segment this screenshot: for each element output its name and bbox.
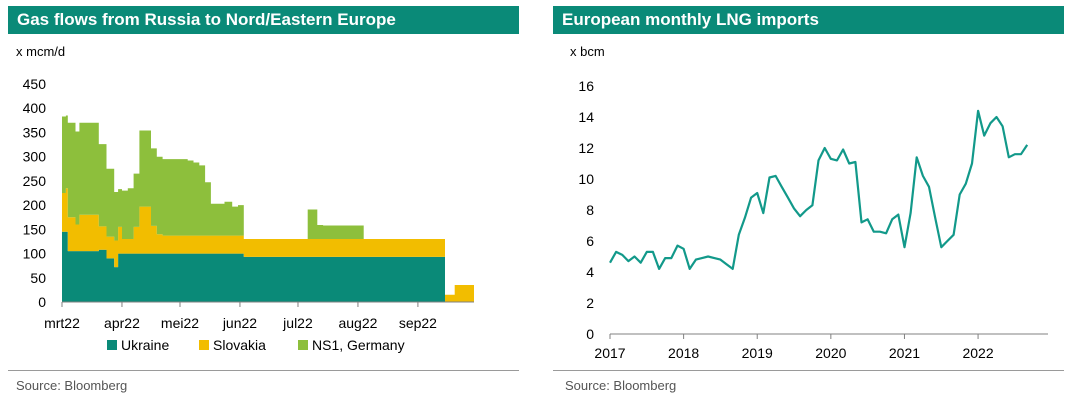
legend-swatch — [298, 340, 308, 350]
area-ukraine — [62, 231, 474, 302]
x-tick-label: 2019 — [742, 345, 773, 361]
x-tick-label: 2020 — [815, 345, 846, 361]
x-tick-label: jul22 — [282, 315, 313, 331]
right-chart-title: European monthly LNG imports — [553, 6, 1064, 34]
left-chart-title: Gas flows from Russia to Nord/Eastern Eu… — [8, 6, 519, 34]
x-tick-label: sep22 — [399, 315, 437, 331]
y-tick-label: 8 — [586, 202, 594, 218]
y-tick-label: 250 — [23, 173, 47, 189]
y-tick-label: 6 — [586, 233, 594, 249]
legend-label: Slovakia — [213, 337, 266, 353]
y-tick-label: 4 — [586, 264, 594, 280]
x-tick-label: aug22 — [338, 315, 377, 331]
left-unit-label: x mcm/d — [16, 44, 66, 59]
legend-label: NS1, Germany — [312, 337, 405, 353]
y-tick-label: 50 — [30, 270, 46, 286]
y-tick-label: 10 — [578, 171, 594, 187]
x-tick-label: 2018 — [668, 345, 699, 361]
x-tick-label: 2022 — [962, 345, 993, 361]
lng-imports-line — [609, 109, 1029, 270]
left-source: Source: Bloomberg — [16, 378, 128, 393]
y-tick-label: 150 — [23, 221, 47, 237]
right-unit-label: x bcm — [570, 44, 605, 59]
y-tick-label: 0 — [586, 326, 594, 342]
right-source: Source: Bloomberg — [565, 378, 677, 393]
right-divider — [553, 370, 1064, 371]
y-tick-label: 200 — [23, 197, 47, 213]
gas-flows-chart: 0 50 100 150 200 250 300 350 400 450 mrt22 apr22 mei… — [23, 76, 474, 353]
y-tick-label: 16 — [578, 78, 594, 94]
legend-label: Ukraine — [121, 337, 169, 353]
x-tick-label: jun22 — [222, 315, 257, 331]
y-tick-label: 100 — [23, 246, 47, 262]
area-slovakia — [62, 188, 474, 302]
y-tick-label: 300 — [23, 149, 47, 165]
left-divider — [8, 370, 519, 371]
y-tick-label: 12 — [578, 140, 594, 156]
legend-swatch — [107, 340, 117, 350]
y-tick-label: 400 — [23, 100, 47, 116]
area-ns1-germany — [62, 115, 474, 295]
y-tick-label: 350 — [23, 124, 47, 140]
y-tick-label: 14 — [578, 109, 594, 125]
legend-swatch — [199, 340, 209, 350]
y-tick-label: 0 — [38, 294, 46, 310]
x-tick-label: 2017 — [594, 345, 625, 361]
x-tick-label: mei22 — [161, 315, 199, 331]
x-tick-label: apr22 — [104, 315, 140, 331]
y-tick-label: 450 — [23, 76, 47, 92]
x-tick-label: mrt22 — [44, 315, 80, 331]
x-tick-label: 2021 — [889, 345, 920, 361]
y-tick-label: 2 — [586, 295, 594, 311]
